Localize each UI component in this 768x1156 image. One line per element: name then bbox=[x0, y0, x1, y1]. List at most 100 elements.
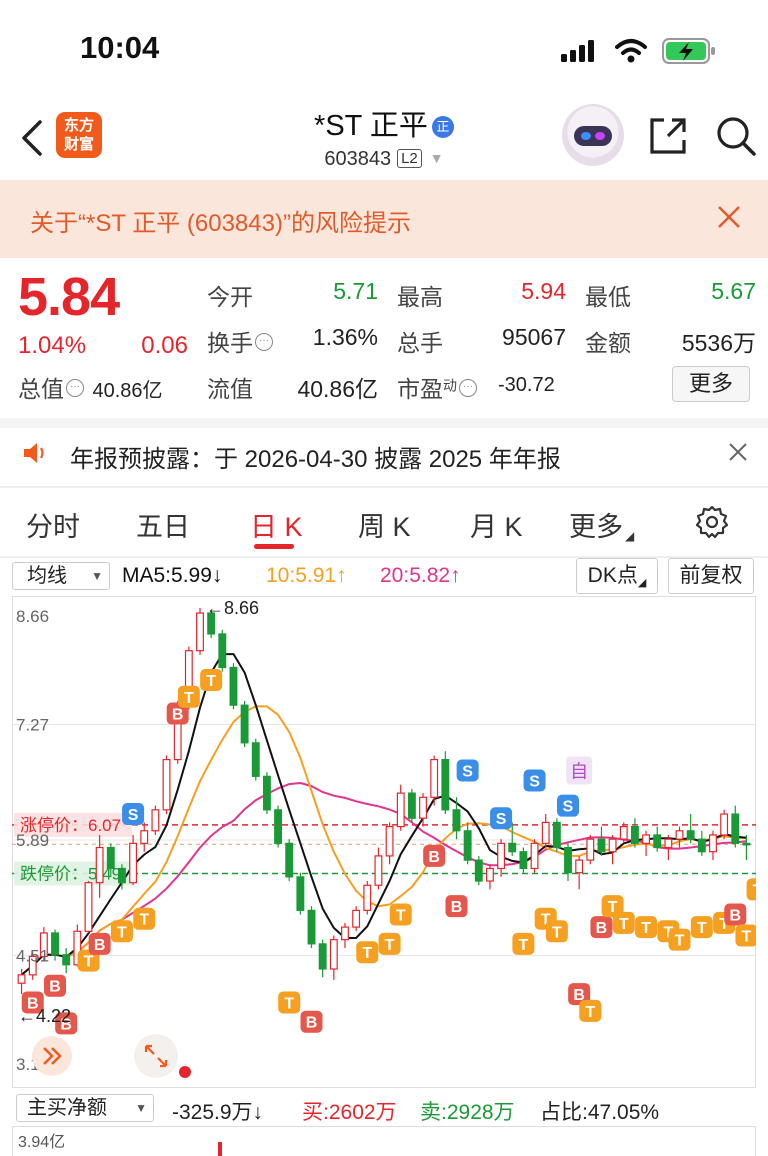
signal-badge bbox=[735, 924, 756, 947]
candle bbox=[218, 633, 227, 669]
expand-icon bbox=[134, 1034, 178, 1078]
info-icon[interactable]: ··· bbox=[66, 379, 84, 397]
info-icon[interactable]: ··· bbox=[459, 379, 477, 397]
dk-point-button[interactable]: DK点◢ bbox=[576, 558, 658, 594]
pe-label-group[interactable]: 市盈动 ··· bbox=[397, 370, 477, 404]
signal-badge bbox=[133, 907, 156, 930]
speaker-icon bbox=[24, 443, 44, 463]
caret-down-icon: ▼ bbox=[135, 1101, 147, 1115]
signal-badge-label: T bbox=[206, 673, 216, 690]
robot-icon bbox=[574, 126, 612, 146]
turnover-label-group[interactable]: 换手 ··· bbox=[207, 324, 273, 358]
signal-badge-label: B bbox=[729, 908, 741, 925]
indicator-selector[interactable]: 主买净额 ▼ bbox=[16, 1094, 154, 1122]
candle bbox=[274, 809, 283, 844]
tab-daily-k[interactable]: 日 K bbox=[250, 512, 303, 542]
notice-text[interactable]: 年报预披露：于 2026-04-30 披露 2025 年年报 bbox=[70, 446, 561, 473]
signal-badge-label: B bbox=[451, 899, 463, 916]
signal-badge-label: T bbox=[117, 924, 127, 941]
market-cap[interactable]: 总值 ··· 40.86亿 bbox=[18, 370, 163, 404]
sell-amount: 卖:2928万 bbox=[420, 1101, 515, 1124]
signal-badge bbox=[601, 895, 624, 918]
caret-down-icon: ▼ bbox=[429, 150, 444, 166]
candle bbox=[62, 954, 71, 966]
signal-badge-label: T bbox=[362, 945, 372, 962]
stock-code-selector[interactable]: 603843 L2 ▼ bbox=[0, 148, 768, 171]
ma20-line bbox=[20, 781, 747, 976]
signal-badge bbox=[590, 916, 613, 939]
y-tick-label: 5.89 bbox=[16, 831, 49, 850]
candle bbox=[140, 830, 149, 844]
candle bbox=[285, 842, 294, 878]
tab-intraday[interactable]: 分时 bbox=[26, 512, 80, 542]
candle bbox=[129, 842, 138, 884]
divider bbox=[0, 486, 768, 488]
signal-badge bbox=[512, 932, 535, 955]
signal-badge-label: T bbox=[284, 995, 294, 1012]
candle bbox=[697, 838, 706, 853]
amount-value: 5536万 bbox=[681, 330, 756, 356]
share-button[interactable] bbox=[646, 114, 690, 158]
risk-banner-close-icon[interactable] bbox=[716, 204, 742, 230]
limit-up-label: 涨停价：6.07 bbox=[20, 816, 121, 835]
market-cap-value: 40.86亿 bbox=[92, 380, 163, 402]
signal-badge bbox=[579, 999, 602, 1022]
candle bbox=[664, 838, 673, 849]
open-value: 5.71 bbox=[333, 278, 378, 304]
dk-point-label: DK点 bbox=[587, 564, 638, 587]
current-price: 5.84 bbox=[18, 267, 120, 327]
candle bbox=[196, 612, 204, 652]
risk-banner[interactable] bbox=[0, 180, 768, 258]
signal-badge-label: B bbox=[573, 987, 585, 1004]
signal-badge-label: B bbox=[27, 995, 39, 1012]
tab-monthly-k[interactable]: 月 K bbox=[470, 512, 523, 542]
ma10-line bbox=[20, 705, 747, 976]
candle bbox=[374, 855, 383, 886]
high-marker: ←8.66 bbox=[206, 598, 259, 618]
signal-badge bbox=[690, 916, 713, 939]
candle bbox=[162, 758, 171, 811]
y-tick-label: 7.27 bbox=[16, 715, 49, 734]
back-button[interactable] bbox=[18, 118, 48, 158]
status-time: 10:04 bbox=[80, 30, 160, 65]
info-icon[interactable]: ··· bbox=[255, 333, 273, 351]
signal-badge bbox=[122, 803, 145, 826]
signal-badge bbox=[166, 702, 189, 725]
app-logo[interactable]: 东方 财富 bbox=[56, 112, 102, 158]
candle bbox=[51, 932, 59, 956]
caret-down-icon: ▼ bbox=[91, 569, 103, 583]
enterprise-badge: 正 bbox=[431, 116, 454, 138]
candle bbox=[73, 930, 82, 966]
signal-badge-label: T bbox=[541, 912, 551, 929]
signal-badge-label: T bbox=[519, 937, 529, 954]
candle bbox=[207, 612, 216, 635]
candle bbox=[307, 909, 316, 945]
chart-frame bbox=[12, 596, 756, 1088]
signal-badge-label: T bbox=[396, 908, 406, 925]
candle bbox=[441, 758, 450, 811]
tab-five-day[interactable]: 五日 bbox=[136, 512, 190, 542]
candle bbox=[329, 939, 338, 970]
buy-ratio: 占比:47.05% bbox=[540, 1101, 660, 1124]
candle bbox=[396, 792, 405, 828]
tab-weekly-k[interactable]: 周 K bbox=[358, 512, 411, 542]
risk-banner-text[interactable]: 关于“*ST 正平 (603843)”的风险提示 bbox=[30, 210, 411, 237]
candle bbox=[619, 825, 628, 840]
more-quote-button[interactable]: 更多 bbox=[672, 366, 750, 402]
tab-more[interactable]: 更多 ◢ bbox=[569, 505, 634, 544]
candle bbox=[653, 834, 662, 849]
gear-icon[interactable] bbox=[694, 504, 730, 540]
candle bbox=[106, 846, 115, 870]
search-button[interactable] bbox=[714, 114, 758, 158]
adjust-button[interactable]: 前复权 bbox=[668, 558, 754, 594]
candle bbox=[318, 943, 327, 970]
expand-icon-glyph bbox=[144, 1044, 168, 1068]
notice-close-icon[interactable] bbox=[728, 442, 748, 462]
candle bbox=[419, 796, 427, 819]
signal-badge-label: B bbox=[94, 937, 106, 954]
signal-badge bbox=[568, 983, 591, 1006]
net-buy-value: -325.9万↓ bbox=[172, 1101, 264, 1124]
ma-selector[interactable]: 均线 ▼ bbox=[12, 562, 110, 590]
assistant-avatar[interactable] bbox=[562, 104, 624, 166]
